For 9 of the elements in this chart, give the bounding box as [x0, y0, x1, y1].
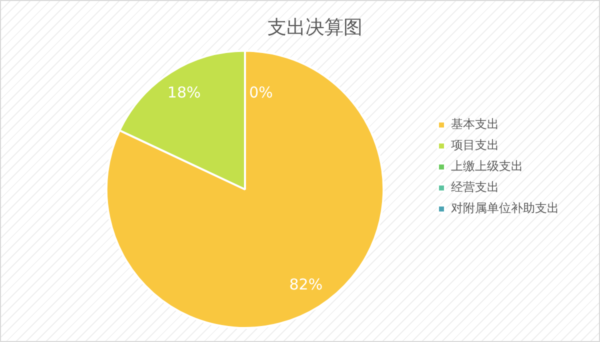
legend-label: 项目支出 — [451, 138, 499, 152]
legend-label: 基本支出 — [451, 117, 499, 132]
data-label: 18% — [167, 83, 201, 102]
legend-label: 对附属单位补助支出 — [451, 201, 559, 216]
data-label: 82% — [289, 275, 323, 294]
text: 0% — [249, 84, 273, 102]
chart-title: 支出决算图 — [268, 16, 362, 38]
legend-label: 经营支出 — [451, 180, 499, 194]
legend-label: 上缴上级支出 — [451, 159, 523, 174]
